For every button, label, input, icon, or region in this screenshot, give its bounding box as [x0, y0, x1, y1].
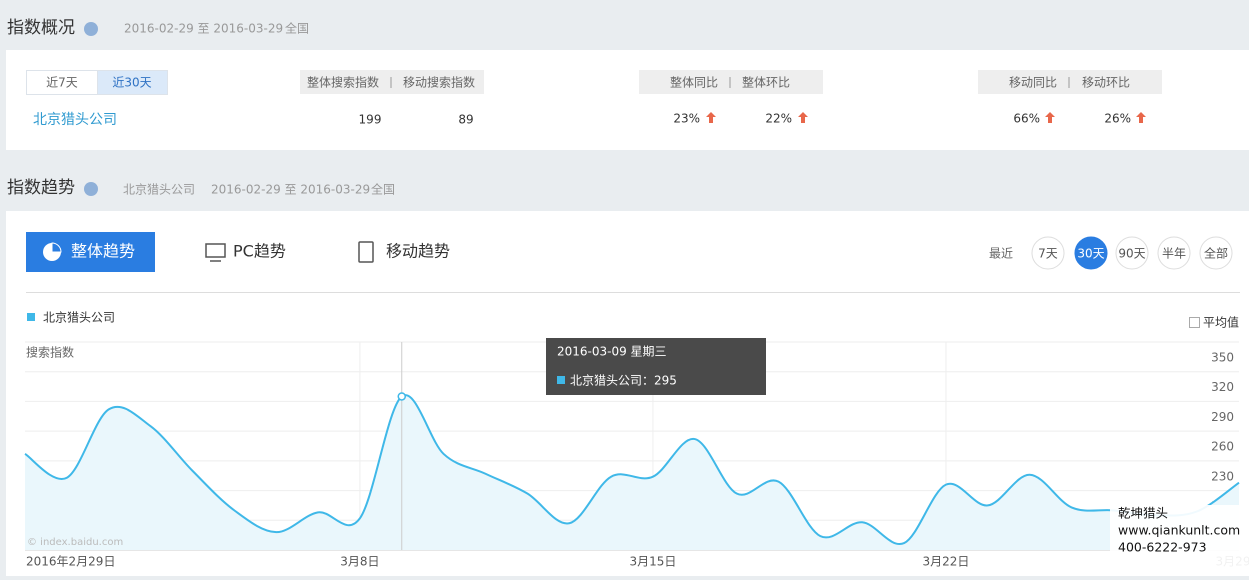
axis-title: 搜索指数 — [26, 345, 74, 360]
range-button[interactable] — [1074, 236, 1108, 270]
tooltip-label: 北京猎头公司： — [570, 374, 654, 388]
header-label: 整体搜索指数 — [307, 75, 379, 90]
checkbox[interactable] — [1189, 317, 1200, 328]
keyword: 北京猎头公司 — [123, 183, 195, 197]
region: 全国 — [285, 21, 309, 36]
tab-active[interactable] — [97, 70, 168, 95]
x-tick-label: 3月15日 — [629, 555, 676, 569]
date-range: 2016-02-29 至 2016-03-29 — [124, 22, 283, 36]
cell: 26% — [1104, 112, 1131, 126]
tab-label[interactable]: PC趋势 — [233, 242, 286, 261]
watermark-text: www.qiankunlt.com — [1118, 523, 1240, 538]
tooltip-value: 295 — [654, 374, 677, 388]
help-icon[interactable] — [84, 182, 98, 196]
keyword-link[interactable]: 北京猎头公司 — [33, 112, 117, 128]
header-cell — [639, 70, 823, 94]
cell: 199 — [359, 113, 382, 127]
header-label: 整体环比 — [742, 75, 790, 90]
tab-label[interactable]: 整体趋势 — [71, 242, 135, 261]
header-label: 移动环比 — [1082, 76, 1130, 90]
tooltip-swatch — [557, 376, 565, 384]
pc-icon — [205, 243, 226, 258]
tab-label[interactable]: 近30天 — [112, 76, 151, 90]
cell: 22% — [765, 112, 792, 126]
tab[interactable] — [26, 70, 98, 95]
up-arrow — [1136, 112, 1146, 123]
section-title: 指数趋势 — [7, 178, 75, 198]
up-arrow — [798, 112, 808, 123]
tooltip-date: 2016-03-09 星期三 — [557, 345, 667, 359]
cell: 23% — [673, 112, 700, 126]
range-button[interactable] — [1157, 236, 1191, 270]
cell: 66% — [1013, 112, 1040, 126]
up-arrow — [706, 112, 716, 123]
line — [24, 394, 1240, 546]
y-tick-label: 230 — [1211, 469, 1234, 483]
area — [25, 395, 1239, 550]
help-icon[interactable] — [84, 22, 98, 36]
range-button[interactable] — [1115, 236, 1149, 270]
range-label[interactable]: 全部 — [1204, 246, 1228, 261]
region: 全国 — [371, 182, 395, 197]
range-label[interactable]: 半年 — [1162, 247, 1186, 261]
x-tick-label: 3月22日 — [923, 555, 970, 569]
source: © index.baidu.com — [27, 537, 123, 548]
range-label[interactable]: 30天 — [1077, 247, 1104, 261]
tab-label[interactable]: 移动趋势 — [386, 242, 450, 261]
range-button[interactable] — [1031, 236, 1065, 270]
range-button[interactable] — [1199, 236, 1233, 270]
x-tick-label: 3月8日 — [340, 555, 379, 569]
up-arrow — [1045, 112, 1055, 123]
watermark-text: 400-6222-973 — [1118, 540, 1207, 555]
checkbox-label[interactable]: 平均值 — [1203, 315, 1239, 330]
cell: 89 — [458, 113, 473, 127]
phone-icon — [358, 241, 374, 263]
y-tick-label: 260 — [1211, 440, 1234, 454]
date-range: 2016-02-29 至 2016-03-29 — [211, 183, 370, 197]
header-label: 移动搜索指数 — [403, 75, 475, 90]
section-title: 指数概况 — [7, 18, 75, 38]
tab-label[interactable]: 近7天 — [46, 76, 78, 90]
overview-panel — [6, 50, 1249, 150]
range-label[interactable]: 7天 — [1038, 247, 1058, 261]
tooltip — [546, 338, 766, 395]
header-cell — [978, 70, 1162, 94]
header-cell — [300, 70, 484, 94]
legend-swatch — [27, 313, 35, 321]
x-tick-label: 2016年2月29日 — [26, 555, 115, 569]
range-label: 最近 — [989, 247, 1013, 261]
hover-point — [397, 392, 407, 401]
range-label[interactable]: 90天 — [1118, 247, 1145, 261]
watermark — [1110, 505, 1249, 571]
y-tick-label: 350 — [1211, 351, 1234, 365]
legend-label: 北京猎头公司 — [43, 311, 115, 325]
y-tick-label: 290 — [1211, 410, 1234, 424]
header-label: 整体同比 — [670, 75, 718, 90]
watermark-text: 乾坤猎头 — [1118, 506, 1168, 521]
header-label: 移动同比 — [1009, 76, 1057, 90]
y-tick-label: 320 — [1211, 380, 1234, 394]
pie-icon — [51, 242, 62, 253]
